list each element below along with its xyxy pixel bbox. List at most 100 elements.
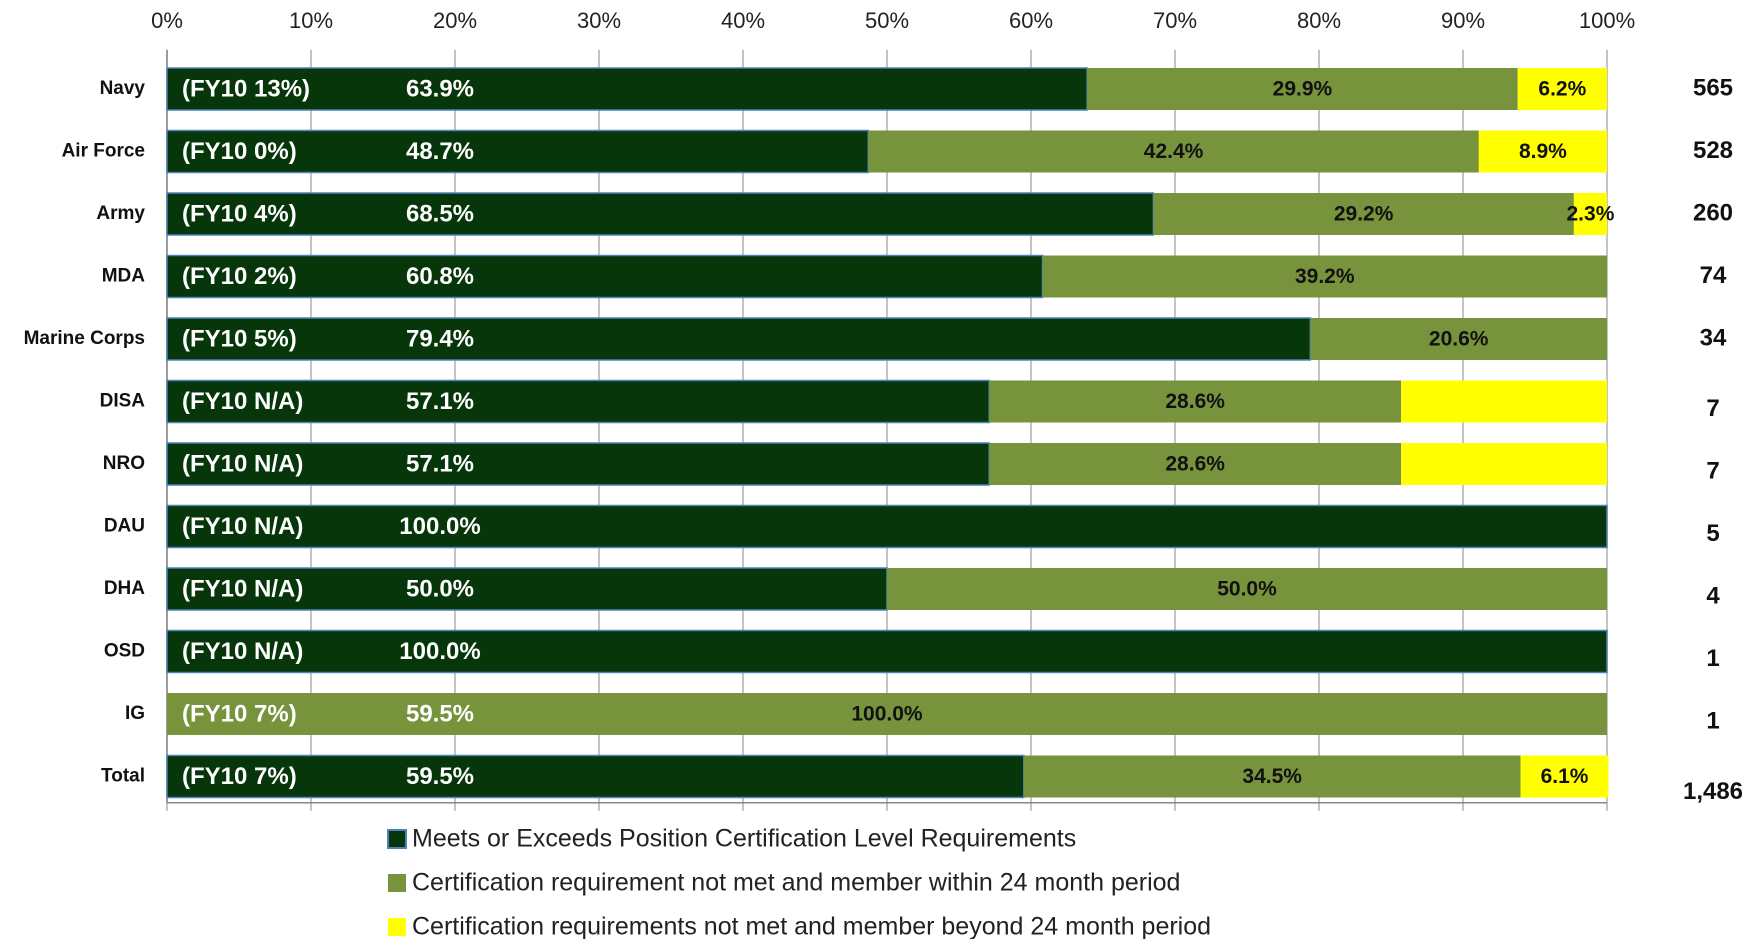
data-label: 20.6% xyxy=(1429,328,1489,351)
category-label: DHA xyxy=(104,578,145,599)
x-tick-label: 40% xyxy=(721,8,765,33)
x-tick-label: 70% xyxy=(1153,8,1197,33)
bar-segment xyxy=(887,568,1607,610)
x-tick-label: 100% xyxy=(1579,8,1635,33)
category-label: Navy xyxy=(100,78,146,99)
bar-segment xyxy=(989,380,1402,423)
data-label: 68.5% xyxy=(406,200,474,227)
count-label: 34 xyxy=(1700,324,1727,351)
bar-segment xyxy=(166,129,870,174)
x-tick-label: 50% xyxy=(865,8,909,33)
data-label: 79.4% xyxy=(406,325,474,352)
data-label: 29.2% xyxy=(1334,203,1394,226)
x-tick-label: 10% xyxy=(289,8,333,33)
category-label: Marine Corps xyxy=(24,328,145,349)
legend-swatch xyxy=(387,829,407,849)
bar-segment xyxy=(1573,193,1607,235)
bar-segment xyxy=(1401,443,1607,485)
fy10-label: (FY10 13%) xyxy=(182,75,310,102)
data-label: 50.0% xyxy=(406,575,474,602)
bar-segment xyxy=(166,754,1025,799)
data-label: 57.1% xyxy=(406,450,474,477)
fy10-label: (FY10 0%) xyxy=(182,138,297,165)
category-label: NRO xyxy=(103,453,145,474)
fy10-label: (FY10 5%) xyxy=(182,325,297,352)
fy10-label: (FY10 7%) xyxy=(182,763,297,790)
fy10-label: (FY10 N/A) xyxy=(182,575,303,602)
data-label: 59.5% xyxy=(406,763,474,790)
count-label: 4 xyxy=(1706,582,1720,609)
legend-swatch xyxy=(388,918,406,936)
count-label: 1 xyxy=(1706,707,1719,734)
bar-segment xyxy=(1517,68,1607,110)
count-label: 7 xyxy=(1706,457,1719,484)
data-label: 28.6% xyxy=(1165,453,1225,476)
count-label: 7 xyxy=(1706,395,1719,422)
count-label: 565 xyxy=(1693,74,1733,101)
fy10-label: (FY10 2%) xyxy=(182,263,297,290)
bar-segment xyxy=(166,254,1044,299)
bar-segment xyxy=(868,130,1479,173)
data-label: 100.0% xyxy=(399,638,480,665)
data-label: 29.9% xyxy=(1273,78,1333,101)
data-label: 63.9% xyxy=(406,75,474,102)
bar-segment xyxy=(1042,255,1607,298)
category-label: OSD xyxy=(104,641,145,662)
fy10-label: (FY10 7%) xyxy=(182,700,297,727)
count-label: 74 xyxy=(1700,262,1727,289)
x-tick-label: 80% xyxy=(1297,8,1341,33)
bar-segment xyxy=(1520,755,1609,798)
data-label: 48.7% xyxy=(406,138,474,165)
category-label: MDA xyxy=(102,266,146,287)
x-tick-label: 90% xyxy=(1441,8,1485,33)
data-label: 28.6% xyxy=(1165,390,1225,413)
data-label: 57.1% xyxy=(406,388,474,415)
bar-segment xyxy=(166,567,888,611)
category-label: Total xyxy=(101,766,145,787)
count-label: 528 xyxy=(1693,137,1733,164)
fy10-label: (FY10 N/A) xyxy=(182,388,303,415)
category-label: DAU xyxy=(104,516,145,537)
data-label: 6.2% xyxy=(1538,78,1586,101)
bar-segment xyxy=(166,192,1155,236)
legend-swatch xyxy=(388,874,406,892)
bar-segment xyxy=(1310,318,1607,360)
bar-segment xyxy=(989,443,1402,485)
fy10-label: (FY10 N/A) xyxy=(182,638,303,665)
fy10-label: (FY10 N/A) xyxy=(182,513,303,540)
bar-segment xyxy=(166,317,1312,361)
data-label: 2.3% xyxy=(1567,203,1615,226)
data-label: 42.4% xyxy=(1144,140,1204,163)
fy10-label: (FY10 4%) xyxy=(182,200,297,227)
bar-segment xyxy=(166,67,1088,111)
bar-segment xyxy=(1401,380,1607,423)
count-label: 1,486 xyxy=(1683,778,1743,805)
data-label: 8.9% xyxy=(1519,140,1567,163)
x-tick-label: 30% xyxy=(577,8,621,33)
data-label: 34.5% xyxy=(1242,765,1302,788)
x-tick-label: 0% xyxy=(151,8,183,33)
data-label: 39.2% xyxy=(1295,265,1355,288)
bar-segment xyxy=(166,504,1608,549)
bar-segment xyxy=(166,379,990,424)
count-label: 5 xyxy=(1706,520,1719,547)
x-tick-label: 20% xyxy=(433,8,477,33)
bar-segment xyxy=(1153,193,1574,235)
legend-label: Certification requirements not met and m… xyxy=(412,913,1211,939)
legend-label: Meets or Exceeds Position Certification … xyxy=(412,825,1076,853)
data-label: 100.0% xyxy=(399,513,480,540)
count-label: 1 xyxy=(1706,645,1719,672)
fy10-label: (FY10 N/A) xyxy=(182,450,303,477)
bar-segment xyxy=(1478,130,1607,173)
data-label: 60.8% xyxy=(406,263,474,290)
data-label: 6.1% xyxy=(1541,765,1589,788)
bar-segment xyxy=(167,693,1607,735)
count-label: 260 xyxy=(1693,199,1733,226)
data-label: 50.0% xyxy=(1217,578,1277,601)
data-label: 100.0% xyxy=(851,703,923,726)
category-label: Army xyxy=(96,203,145,224)
category-label: DISA xyxy=(100,391,146,412)
bar-segment xyxy=(1087,68,1518,110)
annotation: 59.5% xyxy=(406,700,474,727)
